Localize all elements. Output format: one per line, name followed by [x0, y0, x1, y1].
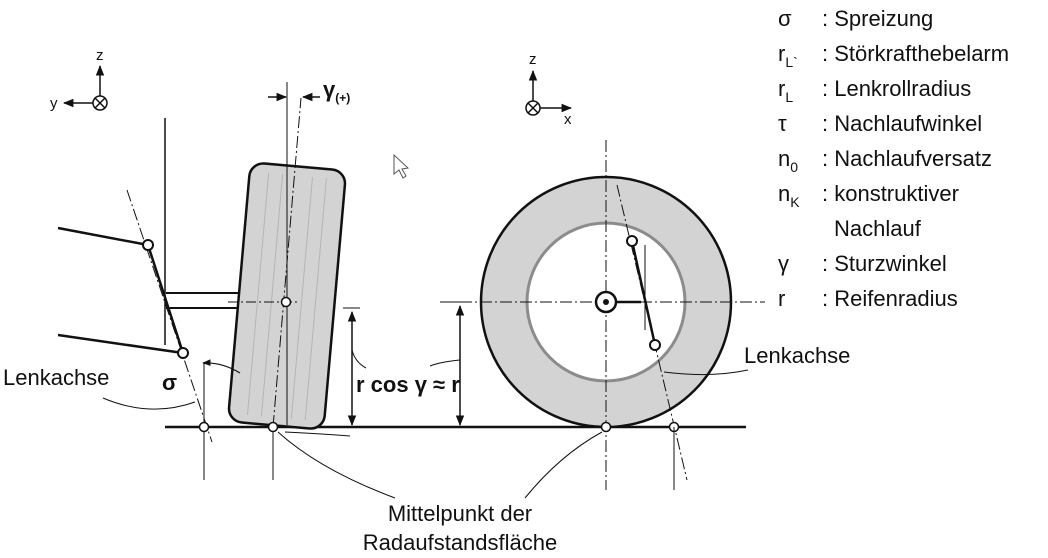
axle-stub	[166, 292, 245, 309]
legend-description: : Spreizung	[822, 6, 933, 31]
legend-description: : Störkrafthebelarm	[822, 41, 1009, 66]
caption-line-1: Mittelpunkt der	[388, 501, 532, 526]
legend-symbol: rL	[778, 76, 793, 105]
steering-axis-leader-right	[663, 369, 749, 376]
wishbones	[57, 226, 189, 359]
steering-axis-left	[126, 189, 213, 443]
contact-points-right	[600, 421, 680, 490]
legend-description: : Nachlaufversatz	[822, 146, 992, 171]
legend-description: Nachlauf	[834, 216, 922, 241]
legend-symbol: σ	[778, 6, 792, 31]
legend-description: : Nachlaufwinkel	[822, 111, 982, 136]
kingpin-link-right	[626, 235, 661, 351]
symbol-legend: σ : Spreizung rL` : Störkrafthebelarm rL : Le…	[778, 6, 1009, 311]
wheel-center-left	[280, 296, 292, 308]
axis-z-label-left: z	[96, 47, 104, 64]
steering-axis-leader-left	[102, 397, 196, 410]
caption-line-2: Radaufstandsfläche	[363, 530, 557, 555]
sigma-angle-marker	[202, 359, 241, 425]
steering-axis-label-left: Lenkachse	[3, 365, 109, 390]
right-coordinate-system: z x	[525, 51, 573, 128]
legend-description: : konstruktiver	[822, 181, 959, 206]
legend-symbol: τ	[778, 111, 787, 136]
axis-y-label-left: y	[50, 95, 58, 112]
radius-dimension-middle	[429, 301, 470, 427]
left-coordinate-system: z y	[50, 47, 108, 112]
legend-symbol: r	[778, 286, 785, 311]
caption-leader-right	[524, 431, 603, 499]
legend-symbol: nK	[778, 181, 800, 210]
camber-symbol: γ(+)	[323, 77, 350, 105]
contact-points-left	[198, 421, 351, 480]
radius-dimension-left	[343, 307, 367, 427]
sigma-symbol: σ	[162, 370, 177, 395]
legend-description: : Lenkrollradius	[822, 76, 971, 101]
legend-symbol: n0	[778, 146, 798, 175]
legend-description: : Reifenradius	[822, 286, 958, 311]
caption-leader-left	[277, 431, 396, 499]
axis-z-label-right: z	[529, 51, 537, 68]
axis-x-label-right: x	[564, 111, 572, 128]
mouse-cursor-icon	[393, 153, 410, 179]
radius-label: r cos γ ≈ r	[356, 372, 460, 397]
steering-axis-label-right: Lenkachse	[744, 343, 850, 368]
legend-symbol: γ	[778, 251, 789, 276]
legend-description: : Sturzwinkel	[822, 251, 947, 276]
legend-symbol: rL`	[778, 41, 798, 70]
